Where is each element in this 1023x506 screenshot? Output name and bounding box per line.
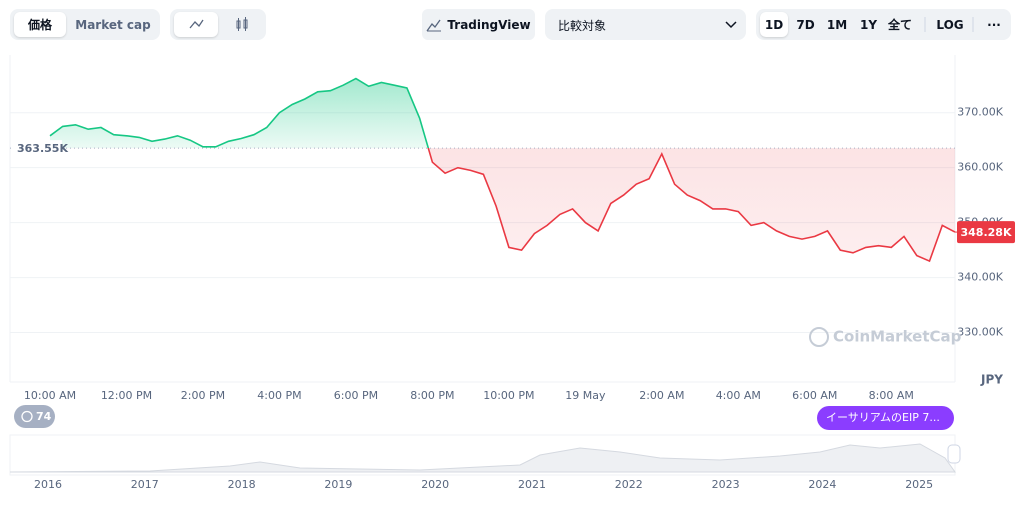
year-label: 2017 (131, 478, 159, 491)
range-button[interactable]: ··· (987, 17, 1001, 32)
market-cap-tab[interactable]: Market cap (75, 17, 151, 32)
year-label: 2025 (905, 478, 933, 491)
year-label: 2024 (808, 478, 836, 491)
x-tick-label: 8:00 AM (869, 389, 914, 402)
range-group (756, 9, 1011, 40)
chevron (725, 21, 737, 29)
last-price-bg (957, 221, 1015, 244)
events-badge[interactable] (14, 405, 55, 428)
last-price-label: 348.28K (961, 226, 1012, 239)
year-label: 2019 (324, 478, 352, 491)
compare-dropdown[interactable]: 比較対象 (545, 9, 746, 40)
candle-style-button[interactable] (220, 12, 264, 37)
compare-label: 比較対象 (558, 19, 607, 33)
line-style-button[interactable] (174, 12, 218, 37)
x-tick-label: 6:00 AM (792, 389, 837, 402)
y-unit: JPY (980, 373, 1003, 387)
x-tick-label: 4:00 PM (257, 389, 301, 402)
line-icon (189, 19, 204, 29)
news-text: イーサリアムのEIP 7... (826, 411, 940, 424)
price-area (50, 78, 955, 262)
range-button[interactable]: 1M (826, 17, 848, 32)
range-button[interactable]: LOG (936, 17, 964, 32)
events-icon (21, 410, 33, 423)
x-tick-label: 10:00 AM (24, 389, 76, 402)
x-tick-label: 19 May (565, 389, 606, 402)
x-tick-label: 2:00 AM (639, 389, 684, 402)
tv-icon (426, 19, 442, 31)
year-label: 2020 (421, 478, 449, 491)
year-label: 2023 (712, 478, 740, 491)
range-button[interactable]: 全て (887, 18, 912, 32)
y-tick-label: 360.00K (957, 161, 1003, 174)
year-label: 2021 (518, 478, 546, 491)
x-tick-label: 2:00 PM (181, 389, 225, 402)
range-button[interactable]: 1D (760, 12, 788, 37)
y-tick-label: 340.00K (957, 271, 1003, 284)
y-tick-label: 370.00K (957, 106, 1003, 119)
candle-icon (236, 17, 248, 31)
baseline-label-bg (12, 140, 62, 157)
events-count: 74 (36, 410, 52, 423)
price-line (49, 77, 956, 263)
navigator-area (9, 443, 956, 473)
x-tick-label: 6:00 PM (334, 389, 378, 402)
tradingview-label: TradingView (447, 17, 531, 32)
news-pill[interactable] (817, 406, 954, 430)
range-button[interactable]: 7D (796, 17, 815, 32)
x-tick-label: 8:00 PM (410, 389, 454, 402)
year-label: 2022 (615, 478, 643, 491)
tradingview-button[interactable]: TradingView (422, 9, 535, 40)
x-tick-label: 4:00 AM (716, 389, 761, 402)
watermark-logo (809, 327, 829, 347)
year-label: 2018 (228, 478, 256, 491)
x-tick-label: 10:00 PM (483, 389, 534, 402)
x-tick-label: 12:00 PM (101, 389, 152, 402)
baseline-label: 363.55K (17, 142, 68, 155)
range-button[interactable]: 1Y (859, 17, 878, 32)
y-tick-label: 330.00K (957, 326, 1003, 339)
navigator-handle[interactable] (947, 444, 961, 464)
watermark: CoinMarketCap (833, 328, 962, 346)
price-tab[interactable]: 価格 (14, 12, 66, 37)
year-label: 2016 (34, 478, 62, 491)
